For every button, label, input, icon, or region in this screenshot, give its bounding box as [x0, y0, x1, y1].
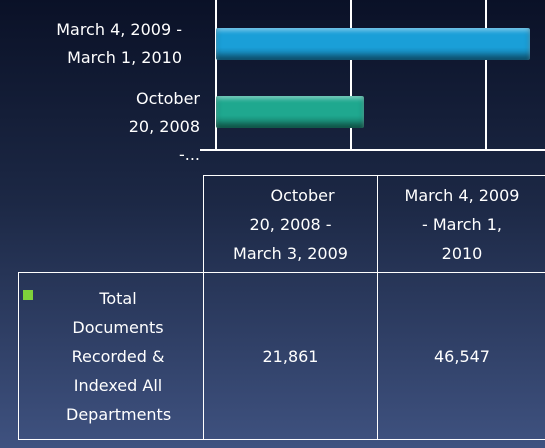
table-header: October 20, 2008 - March 3, 2009: [233, 185, 348, 263]
bar: [216, 96, 364, 128]
table-header-cell: October 20, 2008 - March 3, 2009: [203, 175, 378, 273]
table-header-cell: March 4, 2009 - March 1, 2010: [377, 175, 545, 273]
legend-label: Total Documents Recorded & Indexed All D…: [66, 288, 172, 424]
table-value: 46,547: [434, 346, 490, 366]
table-value: 21,861: [262, 346, 319, 366]
legend-marker: [23, 290, 33, 300]
table-header: March 4, 2009 - March 1, 2010: [404, 185, 520, 263]
table-row-header: Total Documents Recorded & Indexed All D…: [18, 272, 204, 440]
y-tick-label: October 20, 2008 -...: [128, 89, 200, 164]
grid-line: [215, 0, 217, 150]
table-cell: 46,547: [377, 272, 545, 440]
bar: [216, 28, 531, 60]
grid-line: [350, 0, 352, 150]
grid-line: [485, 0, 487, 150]
y-tick-label: March 4, 2009 - March 1, 2010: [56, 20, 182, 67]
table-cell: 21,861: [203, 272, 378, 440]
axis-line: [200, 149, 545, 151]
